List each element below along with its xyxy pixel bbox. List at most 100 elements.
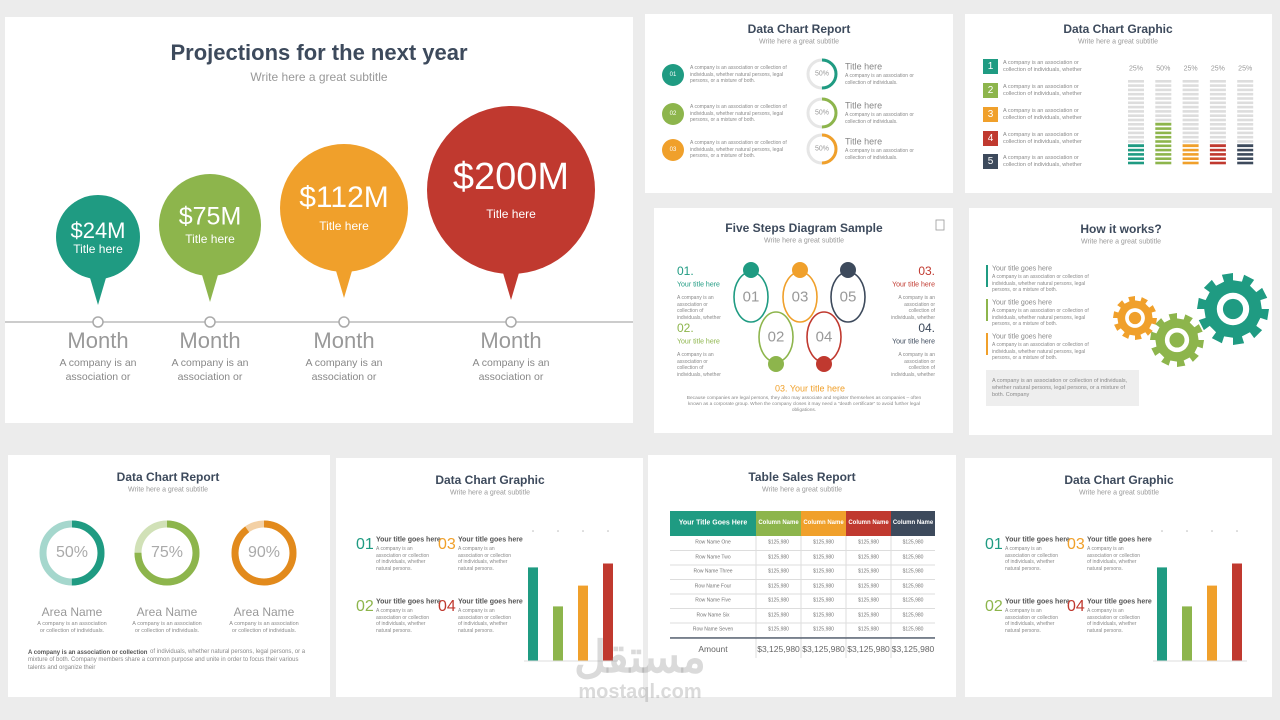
step-text: A company is an association or collectio… bbox=[891, 295, 935, 321]
bar-stripe bbox=[1182, 84, 1199, 87]
bar-stripe bbox=[1209, 148, 1226, 152]
bar-stripe bbox=[1209, 114, 1226, 117]
bubble bbox=[159, 174, 261, 276]
row-number: 1 bbox=[987, 61, 994, 72]
bar-stripe bbox=[1237, 92, 1254, 96]
bar-stripe bbox=[1128, 144, 1144, 148]
bar-stripe bbox=[1128, 80, 1144, 83]
bar-stripe bbox=[1155, 131, 1172, 135]
bar-stripe bbox=[1209, 127, 1226, 130]
bar-stripe bbox=[1237, 110, 1254, 113]
row-text: A company is an association or collectio… bbox=[690, 65, 787, 84]
bar-stripe bbox=[1182, 92, 1199, 96]
step-icon bbox=[816, 356, 832, 372]
bar-stripe bbox=[1237, 97, 1254, 100]
bar-stripe bbox=[1237, 127, 1254, 130]
bar-label: 25% bbox=[1238, 65, 1253, 73]
bar-stripe bbox=[1128, 105, 1144, 109]
donut-label: 75% bbox=[150, 544, 184, 561]
cell: $125,980 bbox=[813, 554, 834, 560]
bar-stripe bbox=[1128, 97, 1144, 100]
cell: $125,980 bbox=[902, 597, 924, 604]
bar-stripe bbox=[1182, 131, 1199, 135]
month: Month bbox=[179, 328, 241, 353]
item-heading: Your title goes here bbox=[1005, 536, 1070, 544]
ring-value bbox=[231, 520, 297, 586]
cell: $125,980 bbox=[768, 539, 789, 546]
bubble bbox=[280, 144, 408, 272]
bar-stripe bbox=[1182, 140, 1199, 143]
item-text: A company is an association or collectio… bbox=[1005, 546, 1059, 572]
bar-stripe bbox=[1237, 140, 1254, 143]
bar-stripe bbox=[1155, 80, 1172, 83]
bar-stripe bbox=[1128, 92, 1144, 96]
month: Month bbox=[67, 328, 129, 353]
cell: $125,980 bbox=[902, 568, 924, 575]
bar-stripe bbox=[1209, 157, 1226, 160]
bar-stripe bbox=[1209, 131, 1226, 135]
item-heading: Your title goes here bbox=[1005, 598, 1070, 606]
bar bbox=[1182, 606, 1192, 661]
bar-label: 25% bbox=[1128, 65, 1144, 73]
bar-label: 25% bbox=[1183, 65, 1198, 73]
bar-stripe bbox=[1182, 118, 1199, 122]
donut-text: A company is an association or collectio… bbox=[37, 621, 107, 635]
slide-title: Data Chart Graphic bbox=[1063, 22, 1173, 36]
bar-stripe bbox=[1155, 118, 1172, 122]
bar-stripe bbox=[1128, 157, 1144, 160]
gear-hub bbox=[1128, 311, 1142, 325]
cell: Row Name Six bbox=[696, 612, 730, 618]
ring-label: 50% bbox=[814, 70, 830, 78]
bar-stripe bbox=[1182, 161, 1199, 165]
total-cell: $3,125,980 bbox=[802, 643, 845, 654]
cell: $125,980 bbox=[858, 554, 879, 560]
row-number: 03 bbox=[669, 147, 677, 153]
row-text: A company is an association or collectio… bbox=[690, 140, 787, 159]
cell: $125,980 bbox=[768, 568, 789, 575]
bar-label: 25% bbox=[1210, 65, 1225, 73]
number-circle bbox=[662, 64, 684, 86]
row-number: 4 bbox=[987, 133, 994, 144]
slide-title: Data Chart Graphic bbox=[1064, 473, 1174, 487]
bar-stripe bbox=[1155, 84, 1172, 87]
bar-stripe bbox=[1128, 161, 1144, 165]
bar-stripe bbox=[1128, 84, 1144, 87]
row-number: 3 bbox=[987, 109, 994, 120]
watermark-latin: mostaql.com bbox=[578, 681, 702, 703]
gear-hub bbox=[1222, 298, 1244, 320]
bar-stripe bbox=[1155, 157, 1172, 160]
bar-stripe bbox=[1237, 114, 1254, 117]
bar-stripe bbox=[1155, 97, 1172, 100]
donut-label: 50% bbox=[55, 544, 89, 561]
row-number: 2 bbox=[987, 85, 994, 96]
step-text: A company is an association or collectio… bbox=[677, 352, 721, 378]
step-loop-number: 01 bbox=[742, 288, 760, 306]
bar-stripe bbox=[1209, 123, 1226, 126]
timeline-dot bbox=[505, 316, 517, 328]
bar-stripe bbox=[1128, 118, 1144, 122]
cell: $125,980 bbox=[813, 612, 834, 618]
bar-stripe bbox=[1155, 140, 1172, 143]
slide-subtitle: Write here a great subtitle bbox=[1078, 489, 1160, 497]
bar-stripe bbox=[1155, 144, 1172, 148]
bar-stripe bbox=[1237, 118, 1254, 122]
item-text: A company is an association or collectio… bbox=[458, 546, 512, 572]
bottom-heading: 03. Your title here bbox=[774, 383, 846, 394]
bubble-label: Title here bbox=[73, 241, 123, 256]
cell: $125,980 bbox=[902, 626, 924, 633]
bar bbox=[553, 606, 563, 661]
bar bbox=[1232, 563, 1242, 661]
item-heading: Your title goes here bbox=[458, 598, 523, 606]
slide-title: Projections for the next year bbox=[170, 40, 468, 65]
bar-stripe bbox=[1155, 135, 1172, 139]
item-text: A company is an association or collectio… bbox=[376, 608, 430, 634]
cell: Row Name Three bbox=[693, 568, 733, 575]
bar-stripe bbox=[1182, 114, 1199, 117]
bar-stripe bbox=[1182, 123, 1199, 126]
bar-stripe bbox=[1155, 101, 1172, 105]
cell: $125,980 bbox=[858, 597, 879, 604]
item-text: A company is an association or collectio… bbox=[458, 608, 512, 634]
step-heading: Your title here bbox=[892, 338, 935, 346]
cell: $125,980 bbox=[768, 597, 789, 604]
bar-stripe bbox=[1182, 153, 1199, 156]
